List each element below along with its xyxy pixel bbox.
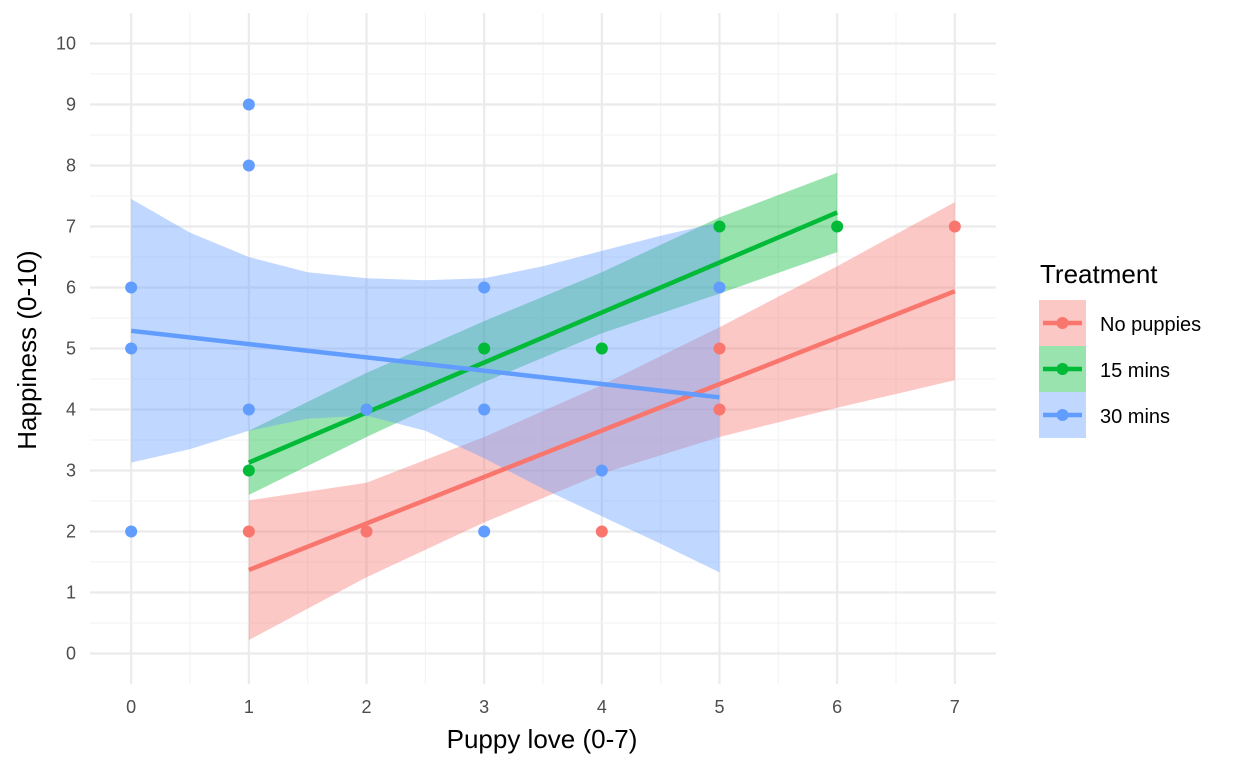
data-point xyxy=(125,525,138,538)
legend-label: 30 mins xyxy=(1100,406,1170,428)
fit-line xyxy=(130,328,720,400)
y-tick-label: 6 xyxy=(66,278,76,298)
data-point xyxy=(948,220,961,233)
y-tick-label: 7 xyxy=(66,217,76,237)
data-point xyxy=(242,403,255,416)
confidence-band xyxy=(248,202,955,641)
data-point xyxy=(595,525,608,538)
confidence-band xyxy=(248,172,838,495)
data-point xyxy=(595,464,608,477)
y-tick-label: 4 xyxy=(66,400,76,420)
data-point xyxy=(478,281,491,294)
data-point xyxy=(242,525,255,538)
x-tick-label: 4 xyxy=(597,697,607,717)
data-point xyxy=(242,98,255,111)
data-point xyxy=(242,159,255,172)
legend-title: Treatment xyxy=(1040,259,1158,289)
fit-line xyxy=(247,210,839,465)
data-point xyxy=(360,403,373,416)
data-point xyxy=(242,464,255,477)
legend-label: No puppies xyxy=(1100,314,1201,336)
x-tick-label: 3 xyxy=(479,697,489,717)
data-point xyxy=(831,220,844,233)
data-point xyxy=(713,342,726,355)
y-tick-label: 9 xyxy=(66,95,76,115)
data-point xyxy=(478,403,491,416)
legend-label: 15 mins xyxy=(1100,360,1170,382)
y-tick-label: 2 xyxy=(66,522,76,542)
x-tick-label: 1 xyxy=(244,697,254,717)
legend-key-point xyxy=(1056,409,1069,421)
x-tick-label: 2 xyxy=(361,697,371,717)
x-tick-label: 5 xyxy=(714,697,724,717)
legend-key-point xyxy=(1056,363,1069,375)
y-tick-label: 1 xyxy=(66,583,76,603)
y-tick-label: 3 xyxy=(66,461,76,481)
data-point xyxy=(125,342,138,355)
data-point xyxy=(478,525,491,538)
data-point xyxy=(713,281,726,294)
y-tick-label: 5 xyxy=(66,339,76,359)
data-point xyxy=(125,281,138,294)
x-tick-label: 0 xyxy=(126,697,136,717)
y-tick-label: 10 xyxy=(56,34,76,54)
legend-items: No puppies 15 mins 30 mins xyxy=(1039,300,1201,438)
x-tick-label: 6 xyxy=(832,697,842,717)
y-tick-label: 8 xyxy=(66,156,76,176)
x-axis-ticks: 0 1 2 3 4 5 6 7 xyxy=(126,697,960,717)
x-axis-title: Puppy love (0-7) xyxy=(447,724,638,754)
y-tick-label: 0 xyxy=(66,644,76,664)
y-axis-title: Happiness (0-10) xyxy=(12,250,42,449)
data-point xyxy=(478,342,491,355)
data-point xyxy=(713,220,726,233)
legend-key-point xyxy=(1056,317,1069,329)
data-points xyxy=(125,98,961,538)
data-point xyxy=(713,403,726,416)
data-point xyxy=(360,525,373,538)
data-point xyxy=(595,342,608,355)
fit-lines xyxy=(130,210,956,573)
y-axis-ticks: 0 1 2 3 4 5 6 7 8 9 10 xyxy=(56,34,76,664)
legend: Treatment No puppies 15 mins 30 mins xyxy=(1039,259,1201,438)
fit-line xyxy=(248,289,956,573)
x-tick-label: 7 xyxy=(950,697,960,717)
